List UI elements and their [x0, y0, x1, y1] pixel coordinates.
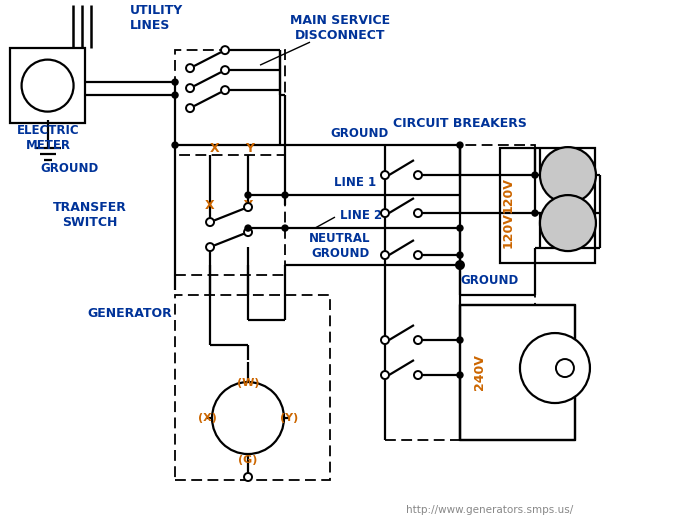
Text: GENERATOR: GENERATOR [87, 307, 173, 320]
Text: X: X [205, 198, 215, 212]
Circle shape [212, 382, 284, 454]
Text: http://www.generators.smps.us/: http://www.generators.smps.us/ [407, 505, 574, 515]
Text: ELECTRIC
METER: ELECTRIC METER [17, 124, 79, 152]
Circle shape [540, 195, 596, 251]
Bar [500, 148, 595, 263]
Circle shape [457, 252, 463, 258]
Circle shape [172, 142, 178, 148]
Text: (Y): (Y) [280, 413, 298, 423]
Circle shape [244, 203, 252, 211]
Bar [385, 145, 535, 440]
Text: Y: Y [244, 198, 252, 212]
Bar [533, 371, 541, 383]
Text: TRANSFER
SWITCH: TRANSFER SWITCH [53, 201, 127, 229]
Circle shape [381, 251, 389, 259]
Circle shape [186, 104, 194, 112]
Circle shape [457, 262, 463, 268]
Circle shape [457, 142, 463, 148]
Text: (G): (G) [238, 455, 258, 465]
Bar [175, 50, 285, 145]
Circle shape [206, 218, 214, 226]
Text: (X): (X) [197, 413, 217, 423]
Text: UTILITY
LINES: UTILITY LINES [130, 4, 183, 32]
Circle shape [456, 261, 464, 269]
Text: 240V: 240V [473, 354, 486, 390]
Text: LINE 1: LINE 1 [334, 176, 376, 189]
Bar [175, 155, 285, 275]
Circle shape [381, 371, 389, 379]
Circle shape [245, 192, 251, 198]
Circle shape [244, 473, 252, 481]
Circle shape [186, 84, 194, 92]
Text: CIRCUIT BREAKERS: CIRCUIT BREAKERS [393, 116, 527, 130]
Bar [533, 353, 541, 365]
Circle shape [540, 147, 596, 203]
Text: Y: Y [246, 142, 255, 154]
Circle shape [282, 192, 288, 198]
Circle shape [221, 46, 229, 54]
Circle shape [244, 228, 252, 236]
Circle shape [206, 243, 214, 251]
Bar [38, 78, 58, 92]
Text: MAIN SERVICE
DISCONNECT: MAIN SERVICE DISCONNECT [290, 14, 390, 42]
Text: X: X [211, 142, 220, 154]
Circle shape [457, 372, 463, 378]
Text: (W): (W) [237, 378, 259, 388]
Text: NEUTRAL: NEUTRAL [309, 232, 371, 244]
Circle shape [186, 64, 194, 72]
Text: 120V: 120V [502, 177, 515, 213]
Circle shape [282, 225, 288, 231]
Circle shape [221, 66, 229, 74]
Text: GROUND: GROUND [461, 273, 519, 287]
Circle shape [520, 333, 590, 403]
Circle shape [457, 337, 463, 343]
Text: GROUND: GROUND [331, 126, 389, 140]
Circle shape [381, 336, 389, 344]
Circle shape [381, 209, 389, 217]
Circle shape [414, 251, 422, 259]
Circle shape [221, 86, 229, 94]
Circle shape [556, 359, 574, 377]
Text: 120V: 120V [502, 212, 515, 248]
Circle shape [457, 225, 463, 231]
Text: GROUND: GROUND [311, 247, 369, 260]
Bar [175, 295, 330, 480]
Text: LINE 2: LINE 2 [340, 208, 382, 222]
Bar [460, 305, 575, 440]
Circle shape [414, 371, 422, 379]
Circle shape [245, 225, 251, 231]
Bar [10, 48, 85, 123]
Circle shape [21, 60, 74, 112]
Circle shape [532, 172, 538, 178]
Circle shape [172, 79, 178, 85]
Circle shape [414, 171, 422, 179]
Circle shape [381, 171, 389, 179]
Circle shape [172, 92, 178, 98]
Circle shape [414, 209, 422, 217]
Text: GROUND: GROUND [40, 161, 98, 175]
Circle shape [414, 336, 422, 344]
Circle shape [532, 210, 538, 216]
